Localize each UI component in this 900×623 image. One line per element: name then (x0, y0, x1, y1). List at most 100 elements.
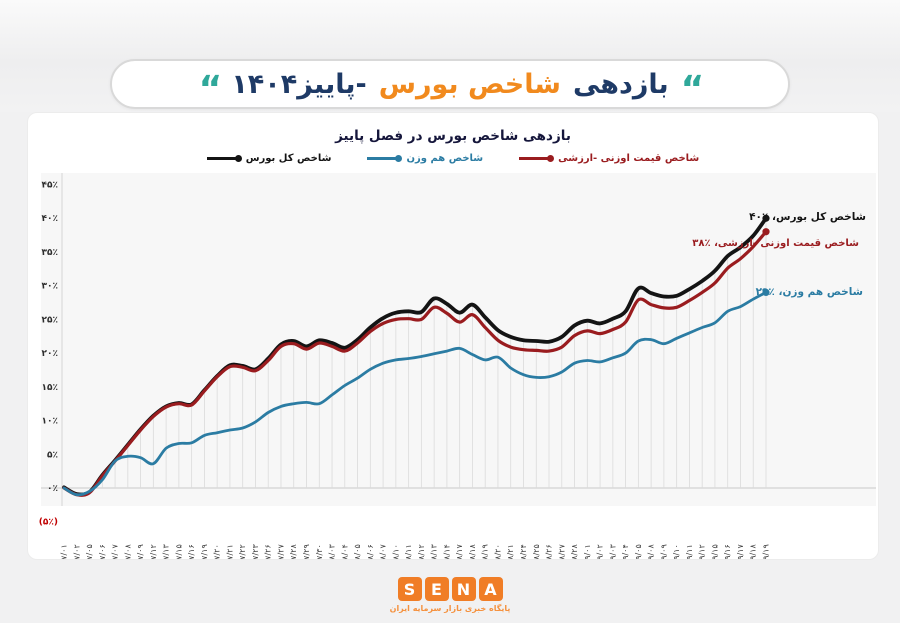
legend-line-marker (206, 157, 237, 160)
svg-text:۱۴۰۴/۰۷/۱۳: ۱۴۰۴/۰۷/۱۳ (162, 544, 171, 559)
annotation-equal-weight-index: شاخص هم وزن، ٪۲۹ (755, 286, 863, 298)
legend-item-total-index: شاخص کل بورس (206, 153, 332, 164)
y-axis-ticks: ۴۵٪ ۴۰٪ ۳۵٪ ۳۰٪ ۲۵٪ ۲۰٪ ۱۵٪ ۱۰٪ ۵٪ ۰٪ (۵٪) (39, 181, 58, 528)
svg-text:۱۴۰۴/۰۸/۲۱: ۱۴۰۴/۰۸/۲۱ (506, 544, 515, 559)
svg-text:۱۴۰۴/۰۸/۲۴: ۱۴۰۴/۰۸/۲۴ (519, 544, 528, 559)
chart-title: بازدهی شاخص بورس در فصل پاییز (335, 128, 571, 144)
svg-text:۱۴۰۴/۰۸/۰۵: ۱۴۰۴/۰۸/۰۵ (353, 544, 362, 559)
legend-dot-marker (547, 155, 555, 162)
legend-label: شاخص قیمت اوزنی -ارزشی (558, 153, 700, 164)
svg-text:۱۴۰۴/۰۹/۱۸: ۱۴۰۴/۰۹/۱۸ (749, 544, 758, 559)
svg-text:۲۵٪: ۲۵٪ (42, 315, 58, 325)
svg-text:۱۴۰۴/۰۸/۱۲: ۱۴۰۴/۰۸/۱۲ (417, 544, 426, 559)
plot-area (41, 173, 876, 506)
svg-text:۱۵٪: ۱۵٪ (42, 383, 58, 393)
logo-letter-tile: E (424, 577, 449, 601)
series-line-value-weighted (62, 230, 768, 497)
svg-text:۱۴۰۴/۰۹/۰۲: ۱۴۰۴/۰۹/۰۲ (596, 544, 605, 559)
svg-text:۱۴۰۴/۰۸/۱۸: ۱۴۰۴/۰۸/۱۸ (468, 544, 477, 559)
svg-text:(۵٪): (۵٪) (39, 518, 58, 528)
logo-letter-tile: N (451, 577, 476, 601)
svg-text:۱۴۰۴/۰۸/۰۶: ۱۴۰۴/۰۸/۰۶ (366, 544, 375, 559)
legend-item-value-weighted-index: شاخص قیمت اوزنی -ارزشی (519, 153, 699, 164)
annotation-total-index: شاخص کل بورس، ٪۴۰ (749, 211, 866, 223)
drop-gridlines (101, 218, 767, 488)
svg-text:۱۴۰۴/۰۹/۱۵: ۱۴۰۴/۰۹/۱۵ (710, 544, 719, 559)
svg-text:۱۴۰۴/۰۸/۱۳: ۱۴۰۴/۰۸/۱۳ (430, 544, 439, 559)
chart-legend: شاخص کل بورس شاخص هم وزن شاخص قیمت اوزنی… (28, 153, 878, 164)
annotation-value-weighted-index: شاخص قیمت اوزنی -ارزشی، ٪۳۸ (692, 238, 859, 249)
page-title-part1: بازدهی (572, 68, 669, 100)
svg-text:۱۴۰۴/۰۹/۱۶: ۱۴۰۴/۰۹/۱۶ (723, 544, 732, 559)
svg-text:۱۴۰۴/۰۷/۲۹: ۱۴۰۴/۰۷/۲۹ (302, 544, 311, 559)
svg-text:۱۴۰۴/۰۹/۰۸: ۱۴۰۴/۰۹/۰۸ (647, 544, 656, 559)
svg-text:۱۴۰۴/۰۸/۱۷: ۱۴۰۴/۰۸/۱۷ (455, 544, 464, 559)
svg-text:۱۴۰۴/۰۸/۱۰: ۱۴۰۴/۰۸/۱۰ (391, 544, 400, 559)
svg-text:۱۰٪: ۱۰٪ (42, 417, 58, 427)
logo-letter-tile: S (397, 577, 422, 601)
svg-text:۱۴۰۴/۰۹/۱۷: ۱۴۰۴/۰۹/۱۷ (736, 544, 745, 559)
svg-text:۱۴۰۴/۰۸/۲۸: ۱۴۰۴/۰۸/۲۸ (570, 544, 579, 559)
svg-text:۰٪: ۰٪ (47, 484, 58, 494)
chart-card: بازدهی شاخص بورس در فصل پاییز شاخص کل بو… (27, 112, 879, 560)
sena-logo: S E N A پایگاه خبری بازار سرمایه ایران (0, 577, 900, 613)
svg-text:۱۴۰۴/۰۹/۱۹: ۱۴۰۴/۰۹/۱۹ (762, 544, 771, 559)
svg-text:۵٪: ۵٪ (47, 450, 58, 460)
svg-text:۱۴۰۴/۰۹/۱۲: ۱۴۰۴/۰۹/۱۲ (698, 544, 707, 559)
series-end-dot (762, 288, 770, 297)
logo-subtitle: پایگاه خبری بازار سرمایه ایران (389, 604, 511, 613)
svg-text:۱۴۰۴/۰۸/۰۳: ۱۴۰۴/۰۸/۰۳ (328, 544, 337, 559)
svg-text:۱۴۰۴/۰۸/۰۷: ۱۴۰۴/۰۸/۰۷ (379, 544, 388, 559)
svg-text:۴۵٪: ۴۵٪ (42, 181, 58, 191)
sena-logo-tiles: S E N A (397, 577, 503, 601)
series-end-dot (762, 214, 770, 222)
svg-text:۱۴۰۴/۰۷/۱۹: ۱۴۰۴/۰۷/۱۹ (200, 544, 209, 559)
svg-text:۱۴۰۴/۰۹/۱۱: ۱۴۰۴/۰۹/۱۱ (685, 544, 694, 559)
logo-letter-tile: A (478, 577, 503, 601)
svg-text:۱۴۰۴/۰۸/۱۹: ۱۴۰۴/۰۸/۱۹ (481, 544, 490, 559)
svg-text:۱۴۰۴/۰۷/۲۶: ۱۴۰۴/۰۷/۲۶ (264, 544, 273, 559)
svg-text:۱۴۰۴/۰۷/۰۹: ۱۴۰۴/۰۷/۰۹ (136, 544, 145, 559)
legend-label: شاخص هم وزن (406, 153, 484, 164)
returns-line-chart: ۴۵٪ ۴۰٪ ۳۵٪ ۳۰٪ ۲۵٪ ۲۰٪ ۱۵٪ ۱۰٪ ۵٪ ۰٪ (۵٪) ۱۴۰۴/۰۷/… (39, 173, 876, 559)
svg-text:۱۴۰۴/۰۷/۲۸: ۱۴۰۴/۰۷/۲۸ (289, 544, 298, 559)
svg-text:۱۴۰۴/۰۷/۰۵: ۱۴۰۴/۰۷/۰۵ (85, 544, 94, 559)
svg-text:۱۴۰۴/۰۷/۰۸: ۱۴۰۴/۰۷/۰۸ (123, 544, 132, 559)
svg-text:۱۴۰۴/۰۷/۲۲: ۱۴۰۴/۰۷/۲۲ (238, 544, 247, 559)
legend-dot-marker (234, 155, 242, 162)
svg-text:۱۴۰۴/۰۸/۲۷: ۱۴۰۴/۰۸/۲۷ (557, 544, 566, 559)
svg-text:۱۴۰۴/۰۸/۲۰: ۱۴۰۴/۰۸/۲۰ (493, 544, 502, 559)
svg-text:۱۴۰۴/۰۷/۰۷: ۱۴۰۴/۰۷/۰۷ (111, 544, 120, 559)
svg-text:۱۴۰۴/۰۷/۱۶: ۱۴۰۴/۰۷/۱۶ (187, 544, 196, 559)
svg-text:۱۴۰۴/۰۷/۰۲: ۱۴۰۴/۰۷/۰۲ (72, 544, 81, 559)
legend-item-equal-weight-index: شاخص هم وزن (367, 153, 483, 164)
svg-text:۱۴۰۴/۰۷/۳۰: ۱۴۰۴/۰۷/۳۰ (315, 544, 324, 559)
series-line-equal-weight (62, 291, 768, 497)
page-title-part2: شاخص بورس (378, 68, 561, 100)
svg-text:۱۴۰۴/۰۹/۱۰: ۱۴۰۴/۰۹/۱۰ (672, 544, 681, 559)
svg-text:۱۴۰۴/۰۷/۰۱: ۱۴۰۴/۰۷/۰۱ (60, 544, 69, 559)
svg-text:۱۴۰۴/۰۹/۰۴: ۱۴۰۴/۰۹/۰۴ (621, 544, 630, 559)
svg-text:۱۴۰۴/۰۷/۲۷: ۱۴۰۴/۰۷/۲۷ (276, 544, 285, 559)
svg-text:۱۴۰۴/۰۷/۲۳: ۱۴۰۴/۰۷/۲۳ (251, 544, 260, 559)
svg-text:۱۴۰۴/۰۷/۲۱: ۱۴۰۴/۰۷/۲۱ (225, 544, 234, 559)
svg-text:۱۴۰۴/۰۷/۱۲: ۱۴۰۴/۰۷/۱۲ (149, 544, 158, 559)
quote-open-icon: “ (680, 69, 705, 111)
legend-dot-marker (395, 155, 403, 162)
svg-text:۱۴۰۴/۰۹/۰۵: ۱۴۰۴/۰۹/۰۵ (634, 544, 643, 559)
legend-label: شاخص کل بورس (245, 153, 332, 164)
svg-text:۱۴۰۴/۰۷/۱۵: ۱۴۰۴/۰۷/۱۵ (174, 544, 183, 559)
quote-close-icon: “ (198, 69, 223, 111)
svg-text:۱۴۰۴/۰۸/۰۴: ۱۴۰۴/۰۸/۰۴ (340, 544, 349, 559)
svg-text:۲۰٪: ۲۰٪ (42, 349, 58, 359)
svg-text:۱۴۰۴/۰۸/۱۴: ۱۴۰۴/۰۸/۱۴ (442, 544, 451, 559)
legend-line-marker (519, 157, 550, 160)
svg-text:۱۴۰۴/۰۷/۰۶: ۱۴۰۴/۰۷/۰۶ (98, 544, 107, 559)
svg-text:۴۰٪: ۴۰٪ (42, 214, 58, 224)
page-title: “ بازدهی شاخص بورس -پاییز۱۴۰۴ “ (110, 59, 790, 109)
svg-text:۱۴۰۴/۰۸/۱۱: ۱۴۰۴/۰۸/۱۱ (404, 544, 413, 559)
svg-text:۳۵٪: ۳۵٪ (42, 248, 58, 258)
svg-text:۱۴۰۴/۰۹/۰۹: ۱۴۰۴/۰۹/۰۹ (659, 544, 668, 559)
svg-text:۳۰٪: ۳۰٪ (42, 282, 58, 292)
svg-text:۱۴۰۴/۰۹/۰۳: ۱۴۰۴/۰۹/۰۳ (608, 544, 617, 559)
